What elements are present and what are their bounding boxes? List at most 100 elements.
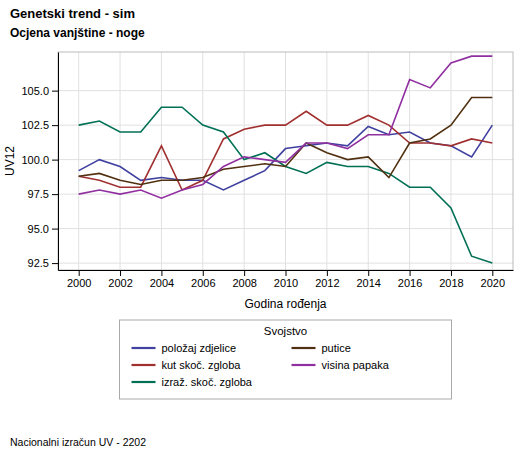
legend-label: izraž. skoč. zgloba	[162, 376, 253, 388]
x-axis: 2000 2002 2004 2006 2008 2010 2012 2014 2016 2018…	[59, 270, 514, 289]
tick: 2014	[356, 270, 380, 289]
grid-line-y	[58, 228, 513, 229]
tick-label: 105.0	[21, 85, 49, 97]
legend-box	[120, 320, 452, 399]
footnote: Nacionalni izračun UV - 2202	[10, 436, 146, 448]
legend-swatch	[292, 364, 316, 366]
tick-mark	[244, 270, 245, 276]
tick-label: 100.0	[21, 154, 49, 166]
series-line	[79, 98, 493, 185]
tick-mark	[52, 160, 58, 161]
tick-mark	[79, 270, 80, 276]
tick-mark	[120, 270, 121, 276]
grid-line-x	[161, 52, 162, 270]
tick-mark	[52, 194, 58, 195]
tick: 2016	[398, 270, 422, 289]
legend-swatch	[292, 347, 316, 349]
tick-mark	[52, 263, 58, 264]
grid-line-y	[58, 194, 513, 195]
grid-line-x	[492, 52, 493, 270]
chart-title: Genetski trend - sim	[10, 6, 135, 21]
tick-label: 2000	[67, 277, 91, 289]
tick-label: 2004	[150, 277, 174, 289]
tick-label: 2010	[274, 277, 298, 289]
tick: 102.5	[21, 119, 58, 131]
tick-label: 2012	[315, 277, 339, 289]
grid-line-x	[450, 52, 451, 270]
tick: 2018	[439, 270, 463, 289]
legend-label: položaj zdjelice	[162, 342, 237, 354]
grid-line-x	[244, 52, 245, 270]
tick-label: 95.0	[28, 223, 49, 235]
legend-item: izraž. skoč. zgloba	[132, 376, 253, 388]
tick: 2000	[67, 270, 91, 289]
grid-line-y	[58, 90, 513, 91]
legend-item: putice	[292, 342, 351, 354]
grid-line-x	[202, 52, 203, 270]
y-axis-title: UV12	[3, 146, 17, 176]
tick: 105.0	[21, 85, 58, 97]
tick-label: 102.5	[21, 119, 49, 131]
grid-line-x	[368, 52, 369, 270]
chart-subtitle: Ocjena vanjštine - noge	[10, 26, 145, 40]
tick-label: 2020	[481, 277, 505, 289]
tick: 2004	[150, 270, 174, 289]
legend-swatch	[132, 347, 156, 349]
legend-item: visina papaka	[292, 359, 390, 371]
grid	[58, 52, 513, 270]
legend-swatch	[132, 364, 156, 366]
series-lines	[79, 56, 493, 263]
legend-title: Svojstvo	[264, 325, 307, 337]
plot-frame	[58, 52, 513, 270]
tick-mark	[52, 91, 58, 92]
legend-item: položaj zdjelice	[132, 342, 237, 354]
grid-line-x	[120, 52, 121, 270]
tick-label: 2006	[191, 277, 215, 289]
grid-line-y	[58, 263, 513, 264]
tick: 2008	[232, 270, 256, 289]
plot-area: 2000 2002 2004 2006 2008 2010 2012 2014 2016 2018…	[3, 52, 514, 311]
tick: 2002	[108, 270, 132, 289]
tick: 100.0	[21, 154, 58, 166]
tick-mark	[52, 229, 58, 230]
tick-label: 2018	[439, 277, 463, 289]
series-line	[79, 125, 493, 190]
tick: 2020	[481, 270, 505, 289]
grid-line-x	[409, 52, 410, 270]
y-axis: 92.5 95.0 97.5 100.0 102.5 105.0	[21, 53, 58, 271]
grid-line-x	[78, 52, 79, 270]
tick: 2006	[191, 270, 215, 289]
legend-label: putice	[322, 342, 351, 354]
tick-mark	[451, 270, 452, 276]
legend-label: kut skoč. zgloba	[162, 359, 242, 371]
x-axis-title: Godina rođenja	[244, 297, 326, 311]
tick-label: 92.5	[28, 257, 49, 269]
grid-line-x	[326, 52, 327, 270]
tick: 92.5	[28, 257, 58, 269]
legend: Svojstvo položaj zdjelice kut skoč. zgloba…	[120, 320, 452, 399]
tick-mark	[52, 125, 58, 126]
series-line	[79, 111, 493, 190]
legend-label: visina papaka	[322, 359, 390, 371]
tick-mark	[203, 270, 204, 276]
tick-mark	[286, 270, 287, 276]
chart: Genetski trend - sim Ocjena vanjštine - n…	[0, 0, 529, 454]
tick-mark	[410, 270, 411, 276]
tick-mark	[327, 270, 328, 276]
tick: 2012	[315, 270, 339, 289]
tick: 95.0	[28, 223, 58, 235]
tick: 97.5	[28, 188, 58, 200]
tick-label: 2016	[398, 277, 422, 289]
tick-label: 2002	[108, 277, 132, 289]
axis-domain	[58, 53, 59, 271]
tick: 2010	[274, 270, 298, 289]
tick-label: 2008	[232, 277, 256, 289]
tick-label: 2014	[356, 277, 380, 289]
legend-item: kut skoč. zgloba	[132, 359, 242, 371]
tick-label: 97.5	[28, 188, 49, 200]
tick-mark	[161, 270, 162, 276]
tick-mark	[368, 270, 369, 276]
tick-mark	[492, 270, 493, 276]
grid-line-y	[58, 159, 513, 160]
series-line	[79, 56, 493, 198]
